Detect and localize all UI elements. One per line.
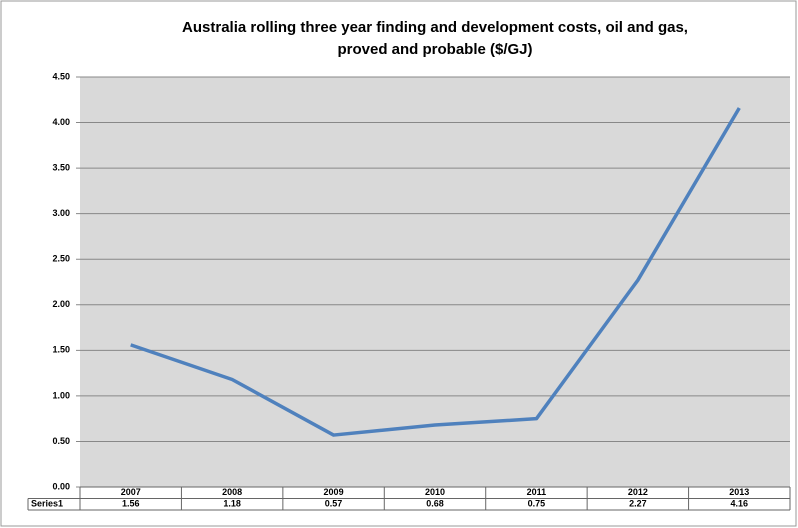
table-value: 4.16 <box>731 499 749 509</box>
y-tick-label: 3.00 <box>52 208 70 218</box>
table-value: 1.18 <box>223 499 241 509</box>
table-value: 2.27 <box>629 499 647 509</box>
y-tick-label: 2.00 <box>52 299 70 309</box>
table-value: 0.57 <box>325 499 343 509</box>
series-line <box>130 107 741 437</box>
x-tick-label: 2009 <box>324 487 344 497</box>
y-tick-label: 1.00 <box>52 390 70 400</box>
y-tick-label: 0.00 <box>52 481 70 491</box>
chart-title: proved and probable ($/GJ) <box>337 41 532 58</box>
plot-area <box>80 77 790 487</box>
x-tick-label: 2007 <box>121 487 141 497</box>
y-tick-label: 1.50 <box>52 345 70 355</box>
x-tick-label: 2011 <box>527 487 547 497</box>
x-tick-label: 2010 <box>425 487 445 497</box>
y-tick-label: 4.00 <box>52 117 70 127</box>
x-tick-label: 2008 <box>222 487 242 497</box>
y-tick-label: 4.50 <box>52 71 70 81</box>
x-tick-label: 2012 <box>628 487 648 497</box>
y-tick-label: 0.50 <box>52 436 70 446</box>
table-value: 0.68 <box>426 499 444 509</box>
x-tick-label: 2013 <box>729 487 749 497</box>
table-value: 0.75 <box>528 499 546 509</box>
legend-label: Series1 <box>31 499 63 509</box>
y-tick-label: 2.50 <box>52 254 70 264</box>
chart-title: Australia rolling three year finding and… <box>182 19 688 36</box>
table-value: 1.56 <box>122 499 140 509</box>
y-tick-label: 3.50 <box>52 162 70 172</box>
